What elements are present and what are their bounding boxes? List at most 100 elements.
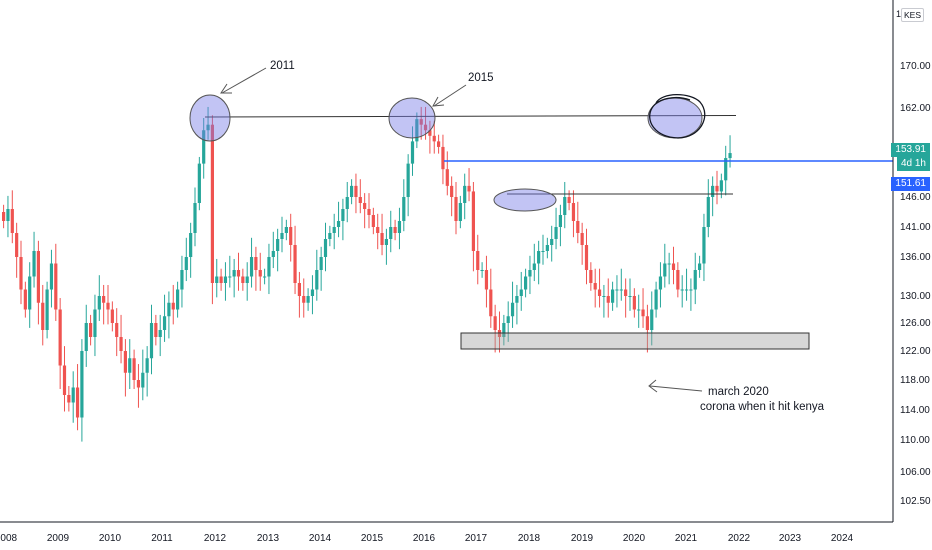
candle bbox=[75, 364, 80, 431]
ellipse-2011-top[interactable] bbox=[189, 94, 231, 142]
axis-top-label: 1 bbox=[896, 9, 902, 19]
candle bbox=[136, 364, 141, 408]
support-zone-box[interactable] bbox=[460, 332, 810, 350]
candle bbox=[441, 134, 445, 185]
candle bbox=[597, 268, 602, 308]
candle bbox=[715, 170, 719, 205]
candle bbox=[284, 219, 288, 241]
arrow-2015[interactable] bbox=[432, 84, 467, 107]
candle bbox=[297, 271, 301, 318]
candle bbox=[611, 281, 615, 311]
candle bbox=[719, 173, 723, 199]
candle bbox=[315, 249, 319, 301]
time-tick-label: 2012 bbox=[204, 533, 227, 544]
candle bbox=[49, 249, 54, 308]
candle bbox=[280, 216, 284, 253]
arrow-2011[interactable] bbox=[220, 67, 267, 94]
candle bbox=[115, 308, 119, 357]
candle bbox=[106, 284, 110, 325]
candle bbox=[332, 213, 336, 250]
candle bbox=[23, 281, 27, 318]
candle bbox=[236, 252, 241, 291]
candle bbox=[393, 219, 397, 241]
candle bbox=[123, 339, 127, 397]
time-tick-label: 2024 bbox=[831, 533, 854, 544]
candle bbox=[154, 314, 158, 346]
candle bbox=[176, 281, 180, 318]
arrow-march-2020[interactable] bbox=[648, 379, 703, 393]
candle bbox=[580, 222, 584, 265]
candle bbox=[67, 386, 71, 412]
ellipse-2015-top[interactable] bbox=[388, 97, 436, 139]
candle bbox=[484, 255, 489, 308]
candle bbox=[397, 207, 402, 250]
candle bbox=[97, 275, 101, 321]
candle bbox=[541, 234, 545, 265]
annotation-2015: 2015 bbox=[468, 72, 494, 84]
hand-drawn-circle[interactable] bbox=[649, 93, 706, 139]
candle bbox=[289, 213, 293, 262]
candle bbox=[45, 281, 49, 339]
candle bbox=[267, 243, 271, 295]
candle bbox=[228, 255, 232, 288]
candle bbox=[232, 258, 236, 298]
time-tick-label: 2018 bbox=[518, 533, 541, 544]
candle bbox=[428, 120, 432, 154]
price-axis[interactable]: 170.00 162.00 146.00 141.00 136.00 130.00 126.… bbox=[892, 0, 931, 522]
candle bbox=[706, 179, 710, 238]
candle bbox=[206, 106, 210, 140]
candle bbox=[158, 314, 162, 357]
candle bbox=[36, 240, 40, 325]
candle bbox=[54, 243, 58, 321]
candle bbox=[671, 246, 676, 285]
time-tick-label: 2011 bbox=[151, 533, 173, 544]
candle bbox=[654, 281, 658, 318]
candle bbox=[358, 179, 362, 214]
candle bbox=[728, 135, 732, 168]
candle bbox=[254, 246, 258, 291]
candle bbox=[467, 168, 471, 202]
candle bbox=[702, 213, 706, 282]
candle bbox=[15, 222, 19, 278]
candle bbox=[576, 201, 580, 244]
candle bbox=[419, 106, 423, 140]
candle bbox=[93, 294, 97, 357]
price-tick-label: 102.50 bbox=[900, 496, 931, 507]
candle bbox=[628, 278, 632, 311]
candle bbox=[336, 201, 341, 238]
candle bbox=[58, 298, 62, 389]
candle bbox=[528, 255, 532, 295]
candle bbox=[506, 301, 510, 342]
candle bbox=[510, 281, 515, 328]
price-tick-label: 136.00 bbox=[900, 252, 931, 263]
time-tick-label: 2017 bbox=[465, 533, 488, 544]
candle bbox=[249, 237, 254, 288]
candle bbox=[650, 291, 654, 346]
time-tick-label: 2022 bbox=[728, 533, 751, 544]
candle bbox=[241, 268, 245, 291]
candle bbox=[532, 243, 536, 282]
candle bbox=[32, 231, 36, 288]
currency-badge[interactable]: KES bbox=[901, 8, 925, 22]
candle bbox=[80, 339, 84, 442]
candle bbox=[624, 278, 628, 318]
candle bbox=[463, 173, 467, 220]
candle bbox=[550, 225, 554, 262]
candle bbox=[545, 237, 549, 259]
last-price-tag: 153.91 bbox=[891, 143, 930, 157]
ellipse-2018-top[interactable] bbox=[493, 188, 557, 212]
price-tick-label: 110.00 bbox=[900, 435, 930, 446]
time-tick-label: 2015 bbox=[361, 533, 384, 544]
candle bbox=[602, 284, 606, 318]
time-axis[interactable]: 2008 2009 2010 2011 2012 2013 2014 2015 2016 2017… bbox=[0, 521, 893, 544]
candle bbox=[389, 210, 393, 253]
candle bbox=[476, 234, 480, 285]
candle bbox=[684, 268, 689, 301]
candle bbox=[210, 115, 214, 305]
candle bbox=[245, 262, 249, 301]
time-tick-label: 2009 bbox=[47, 533, 70, 544]
candle bbox=[306, 288, 310, 311]
resistance-line[interactable] bbox=[204, 115, 737, 118]
annotation-corona: corona when it hit kenya bbox=[700, 401, 825, 413]
